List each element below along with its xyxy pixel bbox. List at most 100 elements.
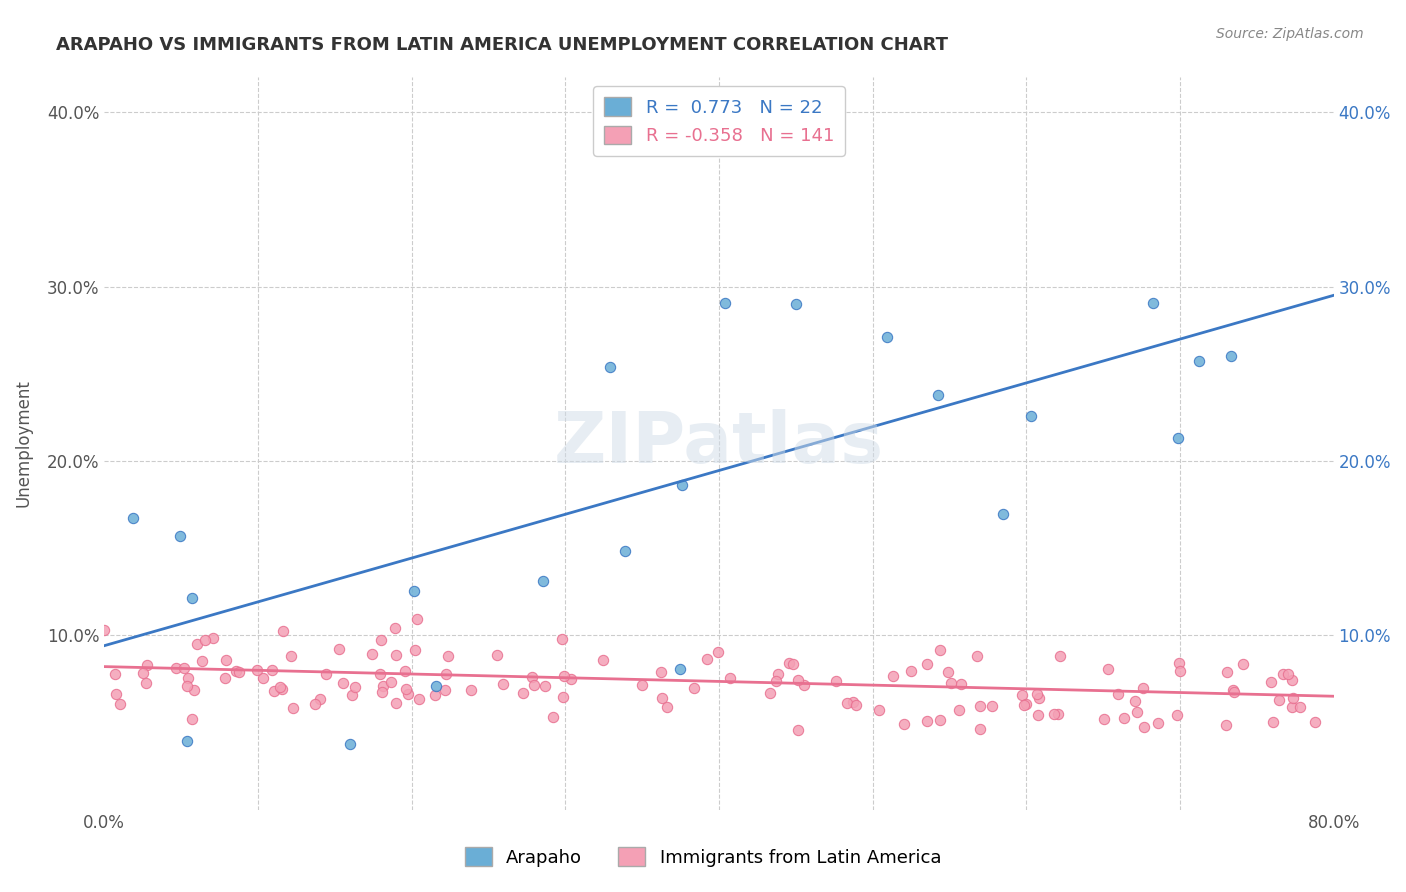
Point — [785, 297, 807, 311]
Point — [683, 681, 706, 695]
Point — [404, 643, 426, 657]
Point — [1289, 700, 1312, 714]
Point — [173, 661, 195, 675]
Point — [1107, 687, 1129, 701]
Point — [1215, 718, 1237, 732]
Point — [194, 632, 217, 647]
Point — [1012, 698, 1035, 712]
Point — [1166, 431, 1188, 445]
Point — [214, 653, 236, 667]
Point — [269, 680, 291, 694]
Point — [135, 676, 157, 690]
Point — [246, 663, 269, 677]
Point — [900, 665, 922, 679]
Point — [651, 690, 673, 705]
Point — [263, 684, 285, 698]
Point — [1303, 715, 1326, 730]
Point — [408, 692, 430, 706]
Point — [991, 508, 1014, 522]
Point — [786, 723, 808, 738]
Point — [782, 657, 804, 671]
Point — [183, 683, 205, 698]
Point — [1260, 675, 1282, 690]
Point — [650, 665, 672, 679]
Point — [332, 676, 354, 690]
Point — [460, 682, 482, 697]
Legend: R =  0.773   N = 22, R = -0.358   N = 141: R = 0.773 N = 22, R = -0.358 N = 141 — [593, 87, 845, 156]
Point — [949, 677, 972, 691]
Point — [1168, 664, 1191, 678]
Point — [425, 688, 447, 702]
Point — [104, 687, 127, 701]
Point — [271, 624, 294, 638]
Point — [759, 686, 782, 700]
Point — [1142, 296, 1164, 310]
Point — [980, 699, 1002, 714]
Point — [551, 632, 574, 646]
Point — [260, 663, 283, 677]
Point — [1167, 657, 1189, 671]
Text: Source: ZipAtlas.com: Source: ZipAtlas.com — [1216, 27, 1364, 41]
Point — [176, 679, 198, 693]
Point — [380, 674, 402, 689]
Point — [1282, 690, 1305, 705]
Point — [180, 712, 202, 726]
Point — [936, 665, 959, 679]
Point — [941, 676, 963, 690]
Point — [1132, 681, 1154, 695]
Point — [1097, 662, 1119, 676]
Point — [280, 648, 302, 663]
Point — [406, 612, 429, 626]
Point — [1014, 697, 1036, 711]
Point — [1123, 694, 1146, 708]
Point — [186, 637, 208, 651]
Point — [396, 687, 419, 701]
Point — [551, 690, 574, 705]
Point — [309, 691, 332, 706]
Point — [845, 698, 868, 712]
Point — [1220, 349, 1243, 363]
Point — [671, 477, 693, 491]
Point — [1188, 353, 1211, 368]
Point — [531, 574, 554, 589]
Point — [343, 681, 366, 695]
Point — [927, 388, 949, 402]
Point — [370, 632, 392, 647]
Point — [1272, 667, 1295, 681]
Point — [1263, 714, 1285, 729]
Point — [882, 669, 904, 683]
Point — [169, 529, 191, 543]
Point — [214, 671, 236, 685]
Point — [402, 583, 425, 598]
Point — [765, 674, 787, 689]
Point — [281, 701, 304, 715]
Point — [201, 632, 224, 646]
Point — [837, 696, 859, 710]
Point — [1166, 708, 1188, 723]
Point — [669, 662, 692, 676]
Point — [492, 677, 515, 691]
Point — [394, 665, 416, 679]
Point — [657, 700, 679, 714]
Point — [1028, 690, 1050, 705]
Point — [1011, 688, 1033, 702]
Point — [553, 669, 575, 683]
Point — [1019, 409, 1042, 423]
Point — [1133, 720, 1156, 734]
Point — [714, 296, 737, 310]
Point — [876, 330, 898, 344]
Point — [929, 643, 952, 657]
Point — [696, 652, 718, 666]
Point — [1281, 699, 1303, 714]
Point — [93, 623, 115, 637]
Point — [104, 666, 127, 681]
Point — [395, 681, 418, 696]
Point — [371, 679, 394, 693]
Point — [599, 359, 621, 374]
Point — [252, 671, 274, 685]
Point — [969, 722, 991, 736]
Point — [434, 667, 457, 681]
Point — [523, 678, 546, 692]
Point — [1046, 706, 1069, 721]
Point — [966, 648, 988, 663]
